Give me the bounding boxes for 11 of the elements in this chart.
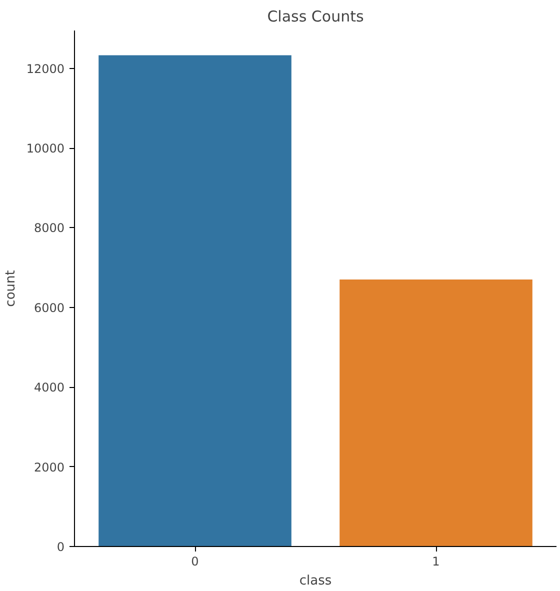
y-tick-label: 10000 [26, 142, 65, 156]
y-tick-label: 12000 [26, 62, 65, 76]
y-tick-label: 0 [56, 540, 65, 554]
y-tick-label: 2000 [34, 460, 65, 474]
y-tick-label: 4000 [34, 380, 65, 395]
y-axis-title: count [3, 270, 18, 307]
y-tick-label: 8000 [34, 221, 65, 236]
x-axis-title: class [299, 574, 332, 588]
chart-title: Class Counts [267, 8, 364, 26]
x-tick-label: 1 [432, 554, 440, 568]
y-tick-label: 6000 [34, 300, 65, 315]
